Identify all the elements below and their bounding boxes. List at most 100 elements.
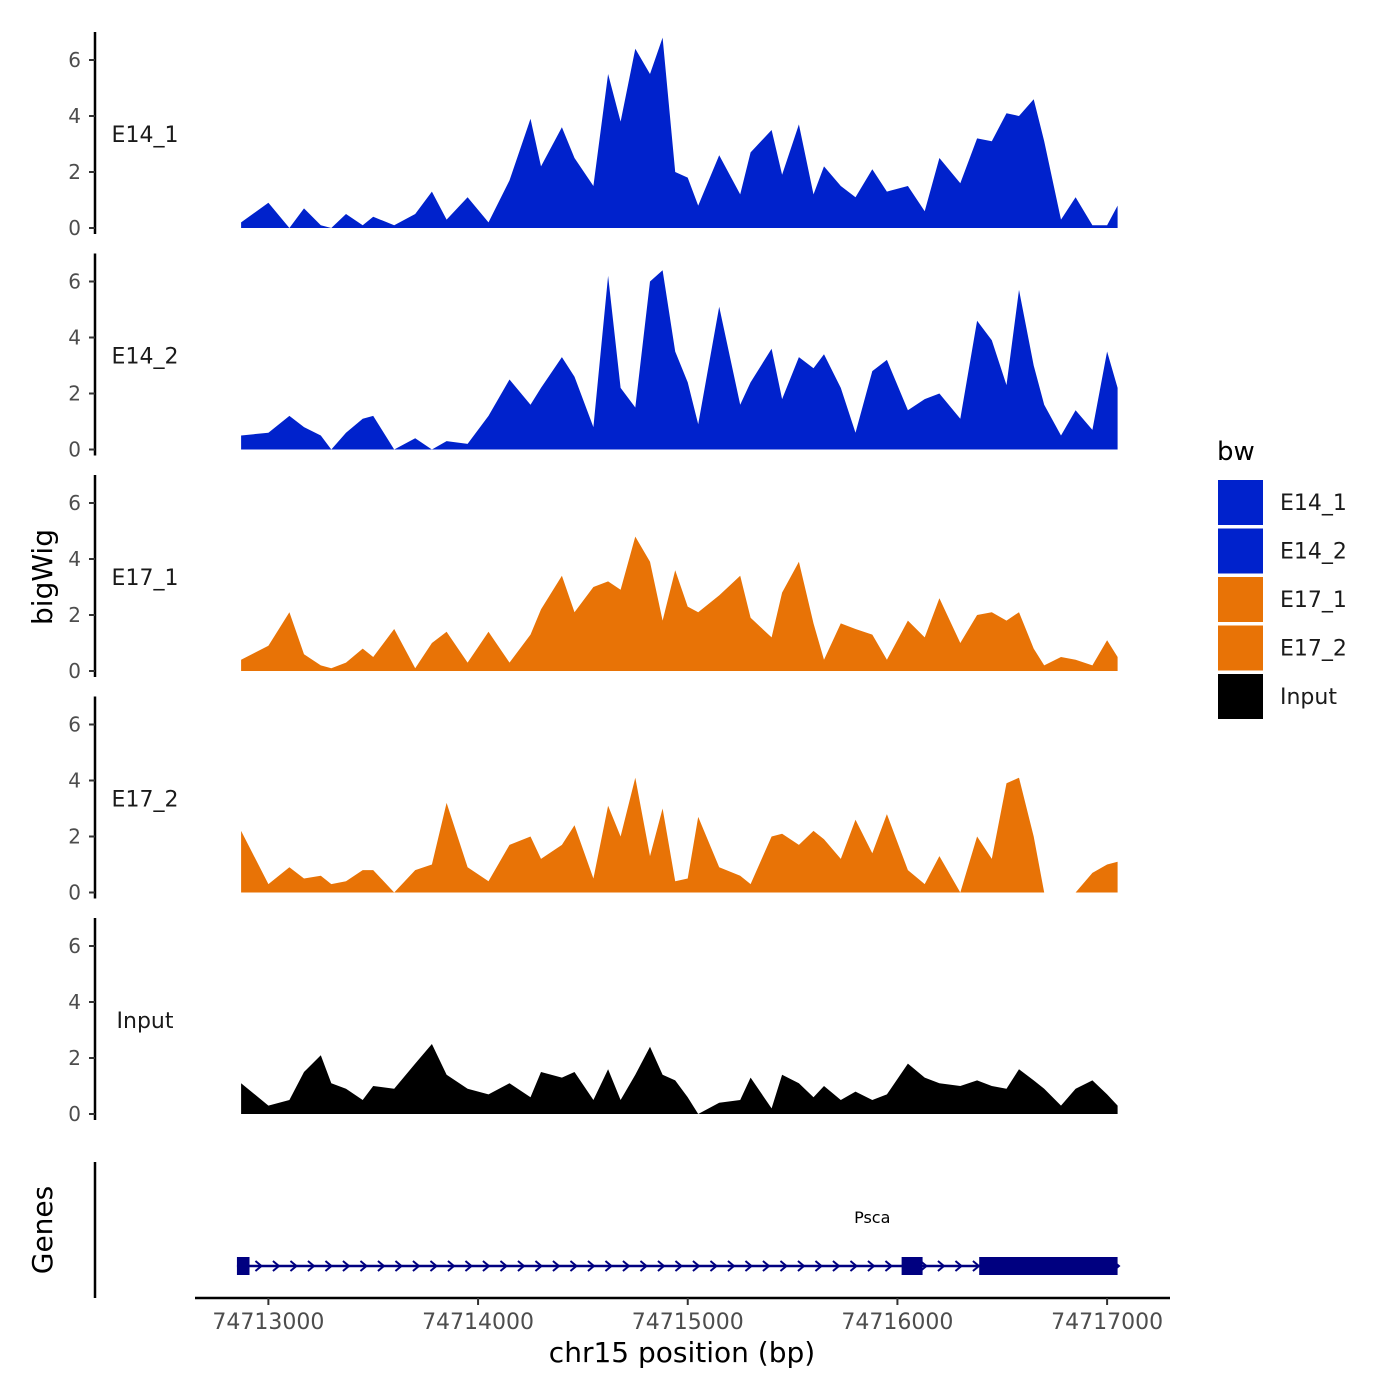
gene-strand-arrow bbox=[464, 1260, 473, 1272]
gene-strand-arrow bbox=[377, 1260, 386, 1272]
legend-entry-e17-2: E17_2 bbox=[1218, 625, 1347, 671]
x-tick-label: 74713000 bbox=[212, 1310, 324, 1335]
gene-strand-arrow bbox=[849, 1260, 858, 1272]
panel-label: E14_2 bbox=[112, 345, 179, 370]
gene-strand-arrow bbox=[639, 1260, 648, 1272]
x-axis: chr15 position (bp) 74713000 74714000 7471… bbox=[195, 1296, 1170, 1369]
y-tick-label: 6 bbox=[68, 934, 81, 958]
gene-strand-arrow bbox=[342, 1260, 351, 1272]
gene-strand-arrow bbox=[954, 1260, 963, 1272]
coverage-panels: 0 2 4 6 E14_1 0 2 4 6 E14_2 0 2 4 6 E17_1 0 2 4 6 E17_2 0 2 4 6… bbox=[68, 32, 1118, 1126]
panel-e17-2: 0 2 4 6 E17_2 bbox=[68, 696, 1118, 905]
panel-label: E17_1 bbox=[112, 566, 179, 591]
y-tick-label: 0 bbox=[68, 659, 81, 683]
gene-strand-arrow bbox=[709, 1260, 718, 1272]
legend-entry-e14-1: E14_1 bbox=[1218, 480, 1347, 525]
y-tick-label: 2 bbox=[68, 1046, 81, 1070]
gene-strand-arrow bbox=[884, 1260, 893, 1272]
y-tick-label: 2 bbox=[68, 603, 81, 627]
gene-strand-arrow bbox=[797, 1260, 806, 1272]
gene-strand-arrow bbox=[499, 1260, 508, 1272]
gene-strand-arrow bbox=[622, 1260, 631, 1272]
y-tick-label: 4 bbox=[68, 326, 81, 350]
series-area-e14-1 bbox=[241, 37, 1118, 228]
gene-strand-arrow bbox=[692, 1260, 701, 1272]
panel-e14-2: 0 2 4 6 E14_2 bbox=[68, 253, 1118, 462]
gene-strand-arrow bbox=[447, 1260, 456, 1272]
y-tick-label: 4 bbox=[68, 990, 81, 1014]
series-area-e17-1 bbox=[241, 536, 1118, 671]
gene-strand-arrow bbox=[727, 1260, 736, 1272]
legend-swatch bbox=[1218, 674, 1263, 719]
gene-strand-arrow bbox=[517, 1260, 526, 1272]
y-tick-label: 6 bbox=[68, 48, 81, 72]
y-tick-label: 0 bbox=[68, 881, 81, 905]
gene-exon bbox=[901, 1257, 923, 1275]
legend-label: E17_1 bbox=[1280, 588, 1347, 613]
y-tick-label: 4 bbox=[68, 104, 81, 128]
legend-label: E17_2 bbox=[1280, 637, 1347, 662]
y-tick-label: 4 bbox=[68, 547, 81, 571]
gene-psca: Psca bbox=[236, 1208, 1121, 1275]
gene-strand-arrow bbox=[307, 1260, 316, 1272]
legend: bw E14_1 E14_2 E17_1 E17_2 Input bbox=[1217, 437, 1347, 719]
gene-strand-arrow bbox=[552, 1260, 561, 1272]
series-area-e14-2 bbox=[241, 270, 1118, 450]
legend-title: bw bbox=[1217, 437, 1255, 467]
gene-strand-arrow bbox=[762, 1260, 771, 1272]
x-tick-label: 74716000 bbox=[841, 1310, 953, 1335]
gene-strand-arrow bbox=[289, 1260, 298, 1272]
y-tick-label: 0 bbox=[68, 1102, 81, 1126]
y-tick-label: 6 bbox=[68, 270, 81, 294]
gene-strand-arrow bbox=[657, 1260, 666, 1272]
x-axis-title: chr15 position (bp) bbox=[549, 1336, 815, 1369]
gene-strand-arrow bbox=[254, 1260, 263, 1272]
series-area-input bbox=[241, 1044, 1118, 1114]
gene-strand-arrow bbox=[867, 1260, 876, 1272]
gene-strand-arrow bbox=[534, 1260, 543, 1272]
gene-strand-arrow bbox=[814, 1260, 823, 1272]
panel-label: Input bbox=[117, 1009, 174, 1034]
gene-strand-arrow bbox=[972, 1260, 981, 1272]
genes-track: Genes Psca bbox=[26, 1162, 1121, 1298]
y-tick-label: 6 bbox=[68, 491, 81, 515]
legend-swatch bbox=[1218, 480, 1263, 525]
y-tick-label: 6 bbox=[68, 713, 81, 737]
gene-strand-arrow bbox=[359, 1260, 368, 1272]
panel-e17-1: 0 2 4 6 E17_1 bbox=[68, 475, 1118, 683]
gene-strand-arrow bbox=[412, 1260, 421, 1272]
series-area-e17-2 bbox=[241, 777, 1118, 893]
gene-strand-arrow bbox=[569, 1260, 578, 1272]
gene-strand-arrow bbox=[429, 1260, 438, 1272]
y-tick-label: 2 bbox=[68, 825, 81, 849]
gene-exon bbox=[979, 1257, 1118, 1275]
y-axis-title: bigWig bbox=[26, 529, 59, 625]
y-tick-label: 0 bbox=[68, 216, 81, 240]
gene-strand-arrow bbox=[587, 1260, 596, 1272]
panel-e14-1: 0 2 4 6 E14_1 bbox=[68, 32, 1118, 240]
legend-swatch bbox=[1218, 625, 1263, 671]
x-tick-label: 74715000 bbox=[632, 1310, 744, 1335]
legend-label: E14_2 bbox=[1280, 540, 1347, 565]
gene-strand-arrow bbox=[674, 1260, 683, 1272]
gene-strand-arrow bbox=[604, 1260, 613, 1272]
gene-strand-arrow bbox=[937, 1260, 946, 1272]
legend-entry-e14-2: E14_2 bbox=[1218, 528, 1347, 574]
gene-strand-arrow bbox=[272, 1260, 281, 1272]
gene-name-label: Psca bbox=[854, 1208, 890, 1227]
panel-label: E17_2 bbox=[112, 788, 179, 813]
x-tick-label: 74714000 bbox=[422, 1310, 534, 1335]
legend-label: Input bbox=[1280, 685, 1337, 710]
gene-strand-arrow bbox=[744, 1260, 753, 1272]
gene-strand-arrow bbox=[832, 1260, 841, 1272]
y-tick-label: 0 bbox=[68, 438, 81, 462]
x-tick-label: 74717000 bbox=[1051, 1310, 1163, 1335]
legend-entry-input: Input bbox=[1218, 674, 1337, 719]
panel-input: 0 2 4 6 Input bbox=[68, 918, 1118, 1126]
genes-track-title: Genes bbox=[26, 1186, 59, 1274]
legend-swatch bbox=[1218, 528, 1263, 574]
y-tick-label: 2 bbox=[68, 382, 81, 406]
gene-exon bbox=[236, 1257, 250, 1275]
